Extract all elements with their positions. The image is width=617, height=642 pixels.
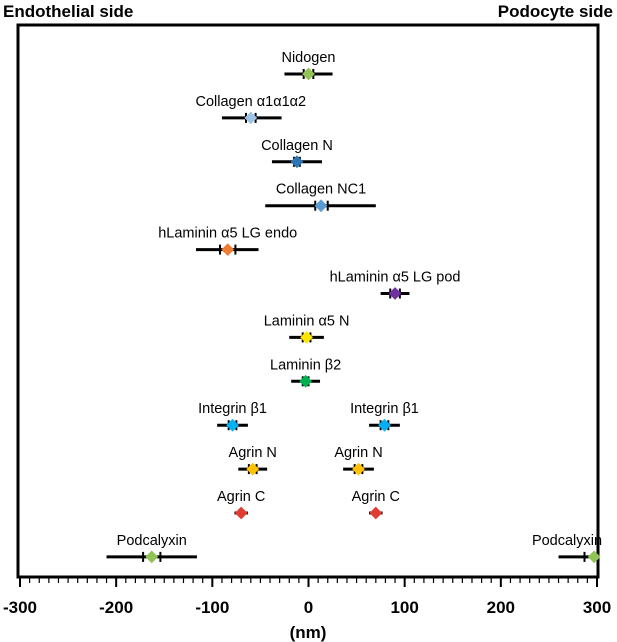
point-label: hLaminin α5 LG pod [330,270,461,286]
x-tick-label: 300 [583,598,611,617]
x-axis: -300 -200 -100 0 100 200 300 [3,577,611,617]
point-label: Agrin N [229,445,277,461]
data-point [314,199,328,213]
point-label: Collagen NC1 [276,182,366,198]
x-axis-title: (nm) [290,623,327,642]
data-point [244,111,258,125]
point-label: Collagen α1α1α2 [195,94,306,110]
x-tick-label: 0 [304,598,313,617]
point-label: Collagen N [261,138,333,154]
x-tick-label: -300 [3,598,37,617]
data-point [378,418,391,432]
point-label: Nidogen [281,50,335,66]
point-label: Agrin N [334,445,382,461]
data-point [369,506,383,520]
endothelial-side-label: Endothelial side [3,2,133,21]
point-label: Agrin C [217,489,265,505]
plot-frame [16,23,600,579]
point-label: Podcalyxin [532,533,602,549]
point-label: Podcalyxin [117,533,187,549]
data-point [302,67,315,81]
point-label: Laminin α5 N [264,313,350,329]
data-point [234,506,248,520]
data-point [290,155,304,169]
point-label: Agrin C [352,489,400,505]
x-tick-label: -100 [195,598,229,617]
x-tick-label: 100 [390,598,418,617]
data-point [221,243,235,256]
data-point [246,462,260,476]
x-tick-label: -200 [99,598,133,617]
data-point [299,374,312,388]
point-label: Laminin β2 [270,357,341,373]
data-point [145,550,159,564]
data-point [300,331,313,344]
point-label: Integrin β1 [198,401,267,417]
data-point [388,287,402,300]
podocyte-side-label: Podocyte side [498,2,613,21]
data-rows: Nidogen Collagen α1α1α2 Collagen N Collagen… [106,50,602,564]
data-point [352,462,365,476]
point-label: Integrin β1 [350,401,419,417]
point-label: hLaminin α5 LG endo [158,226,297,242]
x-tick-label: 200 [487,598,515,617]
data-point [226,418,239,432]
